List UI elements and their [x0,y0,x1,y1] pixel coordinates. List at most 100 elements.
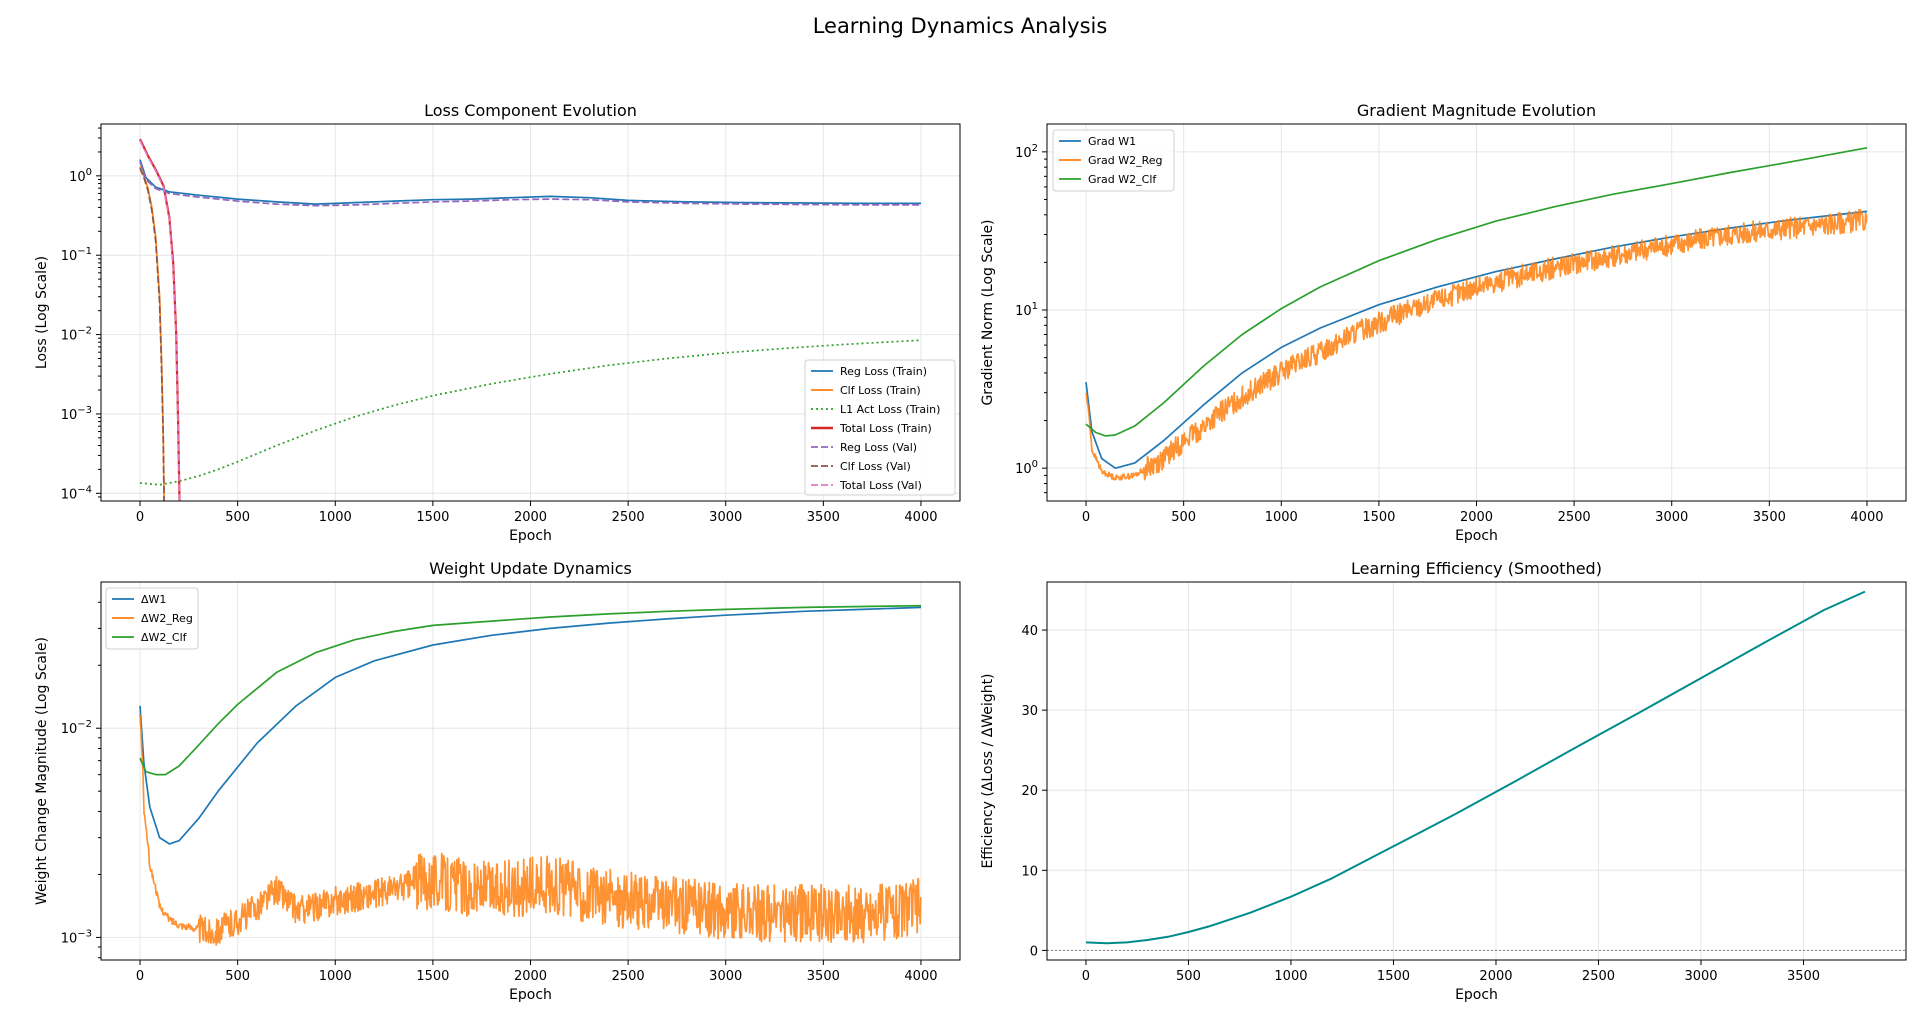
x-tick-label: 1000 [1265,510,1298,525]
plot-area [139,604,922,946]
x-tick-label: 2500 [612,969,645,984]
legend-label: L1 Act Loss (Train) [840,403,940,416]
chart-panel-3: 0 500 1000 1500 2000 2500 3000 3500 4000 10−3 10−2… [34,559,961,1003]
series-line-grad-w2-reg [1085,209,1868,481]
x-tick-label: 2000 [1479,969,1512,984]
x-tick-label: 500 [225,510,250,525]
legend: Grad W1 Grad W2_Reg Grad W2_Clf [1052,129,1175,192]
x-tick-label: 0 [1082,969,1090,984]
chart-title: Learning Efficiency (Smoothed) [1351,559,1602,578]
x-tick-label: 3000 [709,510,742,525]
y-tick-label: 10−2 [61,719,92,737]
y-tick-label: 40 [1021,624,1038,639]
y-tick-label: 10−3 [61,405,92,423]
x-tick-label: 500 [1176,969,1201,984]
legend-label: Grad W2_Clf [1088,173,1157,186]
legend-label: ΔW1 [141,593,166,606]
x-axis-label: Epoch [1455,987,1498,1003]
y-tick-label: 30 [1021,704,1038,719]
x-tick-label: 0 [1082,510,1090,525]
chart-panel-4: 0 500 1000 1500 2000 2500 3000 3500 0 10 20 30 40 Lea… [980,559,1907,1003]
y-tick-label: 20 [1021,784,1038,799]
legend-label: ΔW2_Reg [141,612,193,625]
series-line-reg-loss-val- [139,161,921,207]
x-tick-label: 4000 [1850,510,1883,525]
y-tick-label: 10−4 [61,484,92,502]
chart-panel-1: 0 500 1000 1500 2000 2500 3000 3500 4000 10−4 10−3… [34,101,961,544]
x-tick-label: 2500 [612,510,645,525]
y-tick-label: 102 [1015,143,1038,161]
legend: Reg Loss (Train) Clf Loss (Train) L1 Act L… [804,359,956,496]
x-tick-label: 3500 [1787,969,1820,984]
y-tick-label: 100 [1015,459,1038,477]
y-axis-label: Gradient Norm (Log Scale) [980,219,996,405]
figure-title: Learning Dynamics Analysis [812,14,1108,38]
legend-label: Reg Loss (Val) [840,441,917,454]
series-line-grad-w2-clf [1085,146,1868,437]
x-axis-label: Epoch [1455,528,1498,544]
x-tick-label: 2000 [514,969,547,984]
legend-box [804,359,956,496]
x-tick-label: 1000 [1274,969,1307,984]
legend-label: Grad W1 [1088,135,1136,148]
x-tick-label: 3000 [1655,510,1688,525]
x-axis-label: Epoch [509,528,552,544]
axes-frame [1046,581,1907,961]
chart-title: Gradient Magnitude Evolution [1357,101,1596,120]
x-tick-label: 1500 [416,969,449,984]
series-line--w2-reg [139,714,922,946]
y-axis-label: Loss (Log Scale) [34,256,50,369]
legend-box [1052,129,1175,192]
y-axis-label: Efficiency (ΔLoss / ΔWeight) [980,673,996,868]
legend: ΔW1 ΔW2_Reg ΔW2_Clf [105,587,199,650]
series-line-total-loss-val- [139,140,181,501]
x-tick-label: 3500 [807,510,840,525]
plot-area [1047,590,1906,951]
legend-label: Grad W2_Reg [1088,154,1163,167]
x-tick-label: 4000 [904,969,937,984]
y-tick-label: 10−2 [61,326,92,344]
x-axis-label: Epoch [509,987,552,1003]
series-line-clf-loss-val- [139,167,165,501]
x-tick-label: 3500 [1753,510,1786,525]
series-line-reg-loss-train- [139,159,921,205]
y-tick-label: 101 [1015,301,1038,319]
x-tick-label: 3500 [807,969,840,984]
legend-label: Clf Loss (Val) [840,460,911,473]
chart-panel-2: 0 500 1000 1500 2000 2500 3000 3500 4000 100 101 10… [980,101,1907,544]
x-tick-label: 1500 [416,510,449,525]
series-line--w1 [139,606,922,845]
x-tick-label: 1500 [1377,969,1410,984]
y-tick-label: 100 [69,167,92,185]
y-tick-label: 0 [1030,944,1038,959]
x-tick-label: 2500 [1582,969,1615,984]
plot-area [139,138,922,501]
x-tick-label: 1500 [1362,510,1395,525]
x-tick-label: 2000 [1460,510,1493,525]
x-tick-label: 2500 [1558,510,1591,525]
x-tick-label: 1000 [319,969,352,984]
plot-area [1085,146,1868,481]
legend-label: ΔW2_Clf [141,631,188,644]
legend-label: Total Loss (Train) [839,422,932,435]
x-tick-label: 3000 [1684,969,1717,984]
series-line-grad-w1 [1085,210,1868,470]
chart-title: Weight Update Dynamics [429,559,632,578]
y-tick-label: 10−1 [61,246,92,264]
legend-label: Total Loss (Val) [839,479,922,492]
x-tick-label: 500 [225,969,250,984]
y-axis-label: Weight Change Magnitude (Log Scale) [34,637,50,905]
series-line--w2-clf [139,604,922,776]
x-tick-label: 0 [136,969,144,984]
series-line-efficiency [1085,590,1866,945]
y-tick-label: 10−3 [61,928,92,946]
legend-box [105,587,199,650]
y-tick-label: 10 [1021,864,1038,879]
chart-title: Loss Component Evolution [424,101,637,120]
x-tick-label: 0 [136,510,144,525]
x-tick-label: 2000 [514,510,547,525]
x-tick-label: 1000 [319,510,352,525]
x-tick-label: 3000 [709,969,742,984]
x-tick-label: 500 [1171,510,1196,525]
